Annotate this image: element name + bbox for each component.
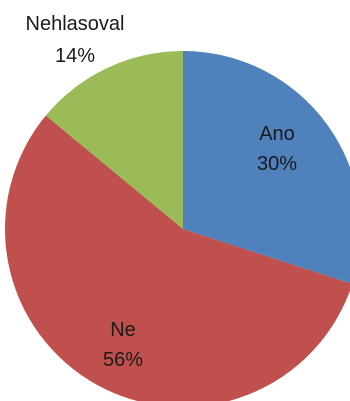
slice-label-ne: Ne — [110, 319, 136, 341]
slice-value-ne: 56% — [103, 349, 143, 371]
slice-value-ano: 30% — [257, 153, 297, 175]
slice-label-ano: Ano — [259, 123, 295, 145]
pie-slices — [5, 51, 350, 401]
pie-slice-nehlasoval — [45, 51, 183, 229]
pie-slice-ano — [183, 51, 350, 284]
slice-value-nehlasoval: 14% — [55, 45, 95, 67]
slice-label-nehlasoval: Nehlasoval — [26, 13, 125, 35]
pie-slice-ne — [5, 115, 350, 401]
